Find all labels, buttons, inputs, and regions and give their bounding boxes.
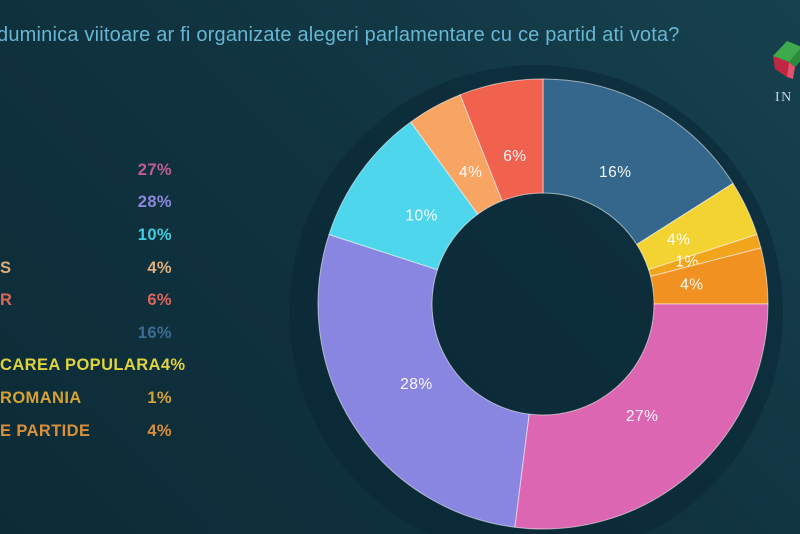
legend-row: CAREA POPULARA 4% (0, 350, 185, 383)
donut-segment (542, 78, 734, 246)
segment-label: 27% (626, 408, 659, 425)
legend-value: 27% (137, 160, 172, 179)
donut-segment (459, 78, 544, 202)
legend-label: R (0, 291, 13, 310)
segment-label: 10% (405, 207, 438, 224)
segment-label: 6% (503, 148, 526, 165)
legend-row: R 6% (0, 284, 172, 317)
logo-text: IN (775, 90, 793, 105)
legend-row: 10% (0, 219, 172, 252)
page-title: duminica viitoare ar fi organizate alege… (0, 24, 680, 46)
legend-value: 6% (147, 291, 172, 310)
legend-row: 28% (0, 187, 172, 220)
segment-label: 4% (667, 232, 690, 249)
segment-label: 16% (599, 164, 632, 181)
legend-value: 4% (160, 356, 186, 375)
logo-icon (773, 41, 800, 79)
donut-segment (317, 233, 530, 528)
legend-value: 28% (137, 193, 172, 212)
legend-row: S 4% (0, 252, 172, 285)
legend-value: 1% (147, 388, 172, 407)
logo: IN (771, 36, 800, 106)
legend: 27% 28% 10% S 4% R 6% 16% CAREA POPULARA 4% ROMANI… (0, 154, 185, 448)
legend-row: 27% (0, 154, 172, 187)
legend-row: ROMANIA 1% (0, 382, 172, 415)
segment-label: 28% (400, 376, 433, 393)
legend-label: S (0, 258, 12, 277)
legend-value: 4% (147, 421, 172, 440)
legend-label: E PARTIDE (0, 421, 91, 440)
legend-value: 10% (137, 225, 172, 244)
legend-row: E PARTIDE 4% (0, 415, 172, 448)
legend-label: CAREA POPULARA (0, 356, 161, 375)
donut-segment (514, 303, 769, 530)
legend-value: 4% (147, 258, 172, 277)
legend-row: 16% (0, 317, 172, 350)
legend-value: 16% (137, 323, 172, 342)
legend-label: ROMANIA (0, 388, 82, 407)
segment-label: 4% (680, 277, 703, 294)
segment-label: 4% (459, 164, 482, 181)
